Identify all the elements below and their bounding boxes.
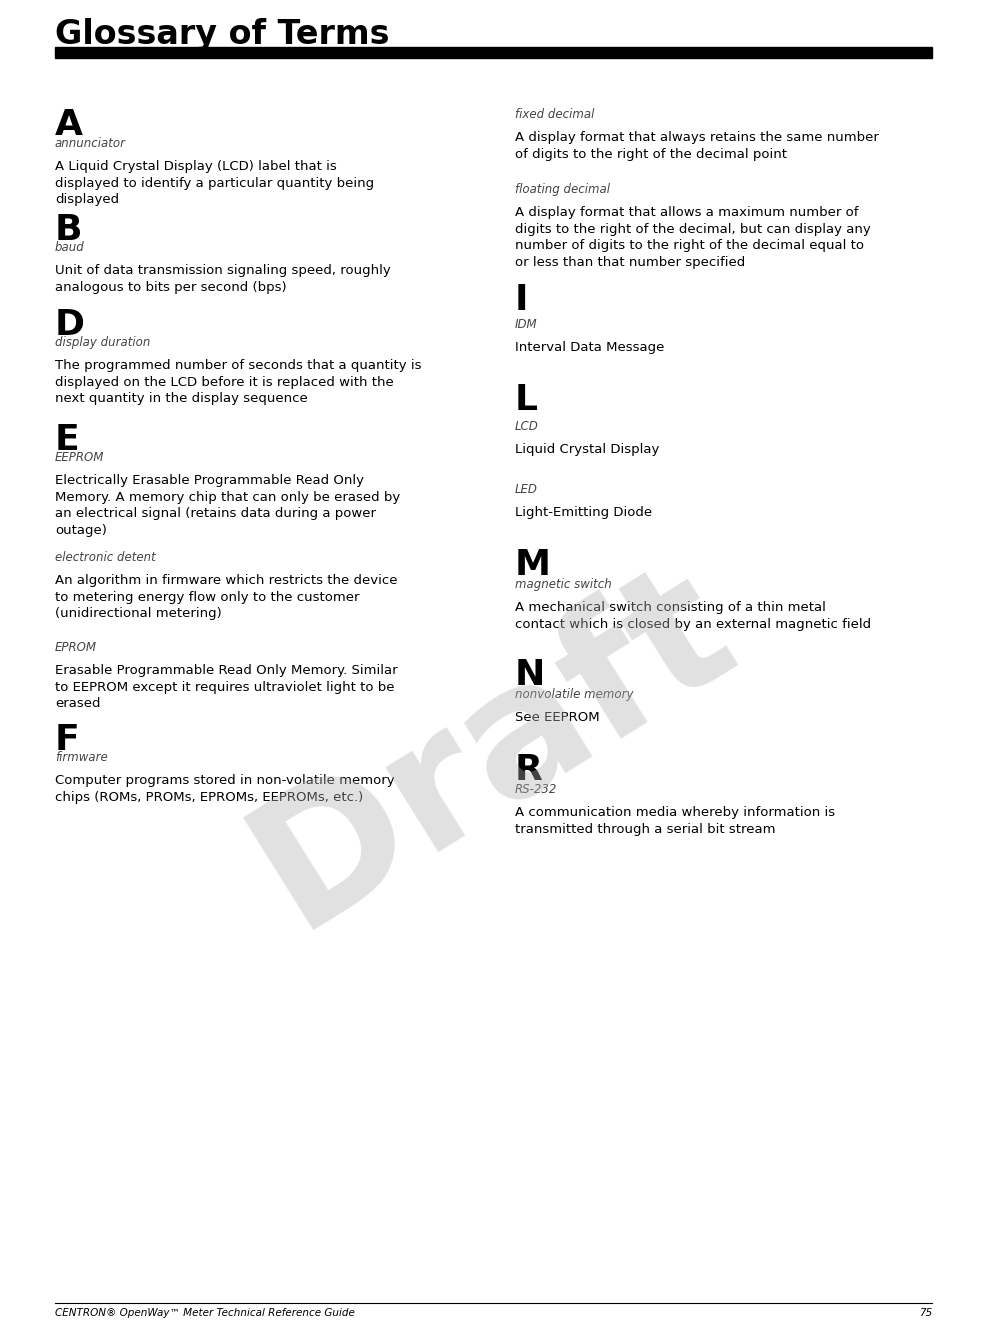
Text: EEPROM: EEPROM	[55, 451, 105, 464]
Text: fixed decimal: fixed decimal	[515, 108, 594, 120]
Text: 75: 75	[918, 1309, 931, 1318]
Text: A: A	[55, 108, 83, 142]
Text: Erasable Programmable Read Only Memory. Similar
to EEPROM except it requires ult: Erasable Programmable Read Only Memory. …	[55, 664, 397, 710]
Text: electronic detent: electronic detent	[55, 551, 156, 565]
Text: Interval Data Message: Interval Data Message	[515, 341, 664, 355]
Text: A communication media whereby information is
transmitted through a serial bit st: A communication media whereby informatio…	[515, 805, 834, 835]
Text: firmware: firmware	[55, 751, 107, 764]
Text: display duration: display duration	[55, 336, 150, 349]
Text: Light-Emitting Diode: Light-Emitting Diode	[515, 506, 652, 519]
Text: A display format that allows a maximum number of
digits to the right of the deci: A display format that allows a maximum n…	[515, 206, 870, 269]
Text: M: M	[515, 549, 550, 582]
Text: An algorithm in firmware which restricts the device
to metering energy flow only: An algorithm in firmware which restricts…	[55, 574, 397, 619]
Text: I: I	[515, 284, 528, 317]
Text: B: B	[55, 213, 83, 248]
Text: baud: baud	[55, 241, 85, 254]
Text: nonvolatile memory: nonvolatile memory	[515, 688, 633, 701]
Bar	[55, 47, 931, 58]
Text: F: F	[55, 723, 80, 757]
Text: E: E	[55, 423, 80, 458]
Text: EPROM: EPROM	[55, 641, 97, 654]
Text: Liquid Crystal Display: Liquid Crystal Display	[515, 443, 659, 456]
Text: D: D	[55, 308, 85, 343]
Text: The programmed number of seconds that a quantity is
displayed on the LCD before : The programmed number of seconds that a …	[55, 359, 421, 405]
Text: Glossary of Terms: Glossary of Terms	[55, 17, 389, 51]
Text: L: L	[515, 383, 537, 417]
Text: Computer programs stored in non-volatile memory
chips (ROMs, PROMs, EPROMs, EEPR: Computer programs stored in non-volatile…	[55, 773, 394, 804]
Text: A Liquid Crystal Display (LCD) label that is
displayed to identify a particular : A Liquid Crystal Display (LCD) label tha…	[55, 161, 374, 206]
Text: annunciator: annunciator	[55, 136, 126, 150]
Text: LED: LED	[515, 483, 537, 496]
Text: Electrically Erasable Programmable Read Only
Memory. A memory chip that can only: Electrically Erasable Programmable Read …	[55, 474, 400, 537]
Text: See EEPROM: See EEPROM	[515, 710, 599, 724]
Text: A display format that always retains the same number
of digits to the right of t: A display format that always retains the…	[515, 131, 878, 161]
Text: magnetic switch: magnetic switch	[515, 578, 611, 591]
Text: floating decimal: floating decimal	[515, 183, 609, 195]
Text: Draft: Draft	[224, 535, 762, 963]
Text: IDM: IDM	[515, 318, 537, 330]
Text: A mechanical switch consisting of a thin metal
contact which is closed by an ext: A mechanical switch consisting of a thin…	[515, 601, 871, 630]
Text: RS-232: RS-232	[515, 783, 557, 796]
Text: Unit of data transmission signaling speed, roughly
analogous to bits per second : Unit of data transmission signaling spee…	[55, 264, 390, 293]
Text: R: R	[515, 753, 542, 787]
Text: CENTRON® OpenWay™ Meter Technical Reference Guide: CENTRON® OpenWay™ Meter Technical Refere…	[55, 1309, 355, 1318]
Text: LCD: LCD	[515, 420, 538, 434]
Text: N: N	[515, 658, 545, 692]
